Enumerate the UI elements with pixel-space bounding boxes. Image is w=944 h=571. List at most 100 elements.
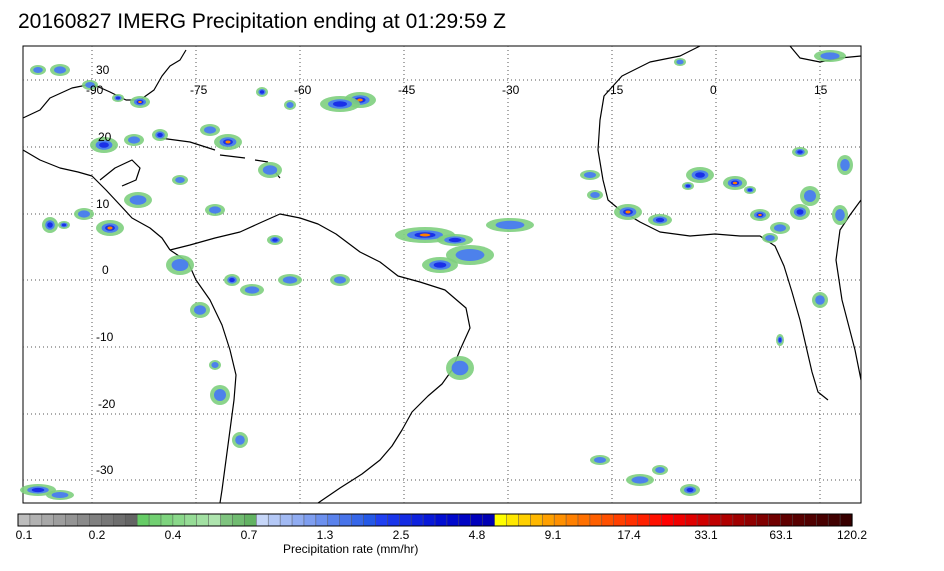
colorbar-swatch <box>649 513 663 527</box>
colorbar-swatch <box>768 513 782 527</box>
colorbar-swatch <box>172 513 186 527</box>
colorbar-swatch <box>136 513 150 527</box>
precip-cell <box>451 360 469 376</box>
colorbar-tick: 0.4 <box>164 528 182 542</box>
colorbar <box>17 513 853 527</box>
colorbar-swatch <box>399 513 412 527</box>
precipitation-field <box>20 50 853 500</box>
lon-label: -90 <box>86 83 104 97</box>
lon-label: 0 <box>710 83 717 97</box>
precip-cell <box>204 126 216 134</box>
lat-label: -30 <box>96 463 114 477</box>
colorbar-tick: 63.1 <box>769 528 793 542</box>
precip-cell <box>676 59 684 65</box>
colorbar-swatch <box>673 513 686 527</box>
precip-cell <box>175 177 185 183</box>
colorbar-swatch <box>291 513 305 527</box>
colorbar-swatch <box>827 513 841 527</box>
precip-cell <box>448 237 462 243</box>
precip-cell <box>774 224 786 232</box>
colorbar-swatch <box>256 513 269 527</box>
precip-cell <box>107 226 113 230</box>
precip-cell <box>455 249 485 261</box>
colorbar-swatch <box>351 513 365 527</box>
colorbar-swatch <box>160 513 174 527</box>
colorbar-tick: 120.2 <box>836 528 868 542</box>
precip-cell <box>225 140 231 144</box>
precip-cell <box>797 150 803 154</box>
precip-cell <box>138 100 142 104</box>
colorbar-swatch <box>244 513 257 527</box>
graticule <box>23 46 861 503</box>
colorbar-swatch <box>732 513 746 527</box>
south-america-coast <box>169 213 471 504</box>
colorbar-swatch <box>303 513 317 527</box>
colorbar-swatch <box>577 513 591 527</box>
colorbar-swatch <box>29 513 43 527</box>
colorbar-swatch <box>77 513 91 527</box>
colorbar-swatch <box>696 513 710 527</box>
colorbar-tick: 1.3 <box>316 528 334 542</box>
colorbar-swatch <box>792 513 805 527</box>
colorbar-swatch <box>601 513 615 527</box>
precip-cell <box>815 295 825 305</box>
lat-label: -20 <box>98 397 116 411</box>
caribbean-islands <box>159 137 281 179</box>
precip-cell <box>333 101 347 107</box>
colorbar-tick: 9.1 <box>544 528 562 542</box>
colorbar-swatch <box>506 513 520 527</box>
colorbar-tick: 4.8 <box>468 528 486 542</box>
precip-cell <box>129 195 147 205</box>
colorbar-swatch <box>458 513 472 527</box>
lat-label: -10 <box>96 330 114 344</box>
colorbar-swatch <box>184 513 198 527</box>
colorbar-swatch <box>744 513 758 527</box>
precip-cell <box>54 66 66 74</box>
colorbar-swatch <box>553 513 567 527</box>
coastlines <box>22 45 862 504</box>
precip-cell <box>357 98 363 102</box>
colorbar-swatch <box>101 513 114 527</box>
precip-cell <box>655 467 665 473</box>
colorbar-swatch <box>387 513 400 527</box>
colorbar-swatch <box>410 513 424 527</box>
precip-cell <box>61 223 67 227</box>
colorbar-swatch <box>530 513 543 527</box>
colorbar-swatch <box>339 513 353 527</box>
precip-cell <box>286 102 294 108</box>
colorbar-swatch <box>625 513 639 527</box>
europe-coast <box>789 45 862 63</box>
precip-cell <box>778 337 782 343</box>
precip-cell <box>235 435 245 445</box>
lat-label: 10 <box>96 197 110 211</box>
colorbar-swatch <box>589 513 603 527</box>
longitude-labels: -90 -75 -60 -45 -30 -15 0 15 <box>86 83 828 97</box>
precip-cell <box>128 136 140 144</box>
precip-cell <box>695 172 705 178</box>
precip-cell <box>686 487 694 493</box>
precip-cell <box>835 209 845 221</box>
precip-cell <box>495 220 525 230</box>
colorbar-swatch <box>279 513 293 527</box>
precip-cell <box>194 305 206 315</box>
precip-cell <box>272 238 278 242</box>
colorbar-swatch <box>613 513 627 527</box>
precip-cell <box>584 172 596 178</box>
precip-cell <box>31 487 45 493</box>
colorbar-swatch <box>720 513 734 527</box>
precip-cell <box>211 362 219 368</box>
lon-label: -45 <box>398 83 416 97</box>
colorbar-tick: 0.2 <box>88 528 106 542</box>
colorbar-swatch <box>232 513 246 527</box>
colorbar-tick: 17.4 <box>617 528 641 542</box>
precip-cell <box>419 233 431 237</box>
colorbar-swatch <box>41 513 55 527</box>
precip-cell <box>804 190 816 202</box>
lon-label: -30 <box>502 83 520 97</box>
precip-cell <box>99 142 109 148</box>
precip-cell <box>758 213 762 217</box>
colorbar-swatch <box>327 513 341 527</box>
colorbar-swatch <box>124 513 138 527</box>
colorbar-swatch <box>780 513 794 527</box>
colorbar-tick: 2.5 <box>392 528 410 542</box>
